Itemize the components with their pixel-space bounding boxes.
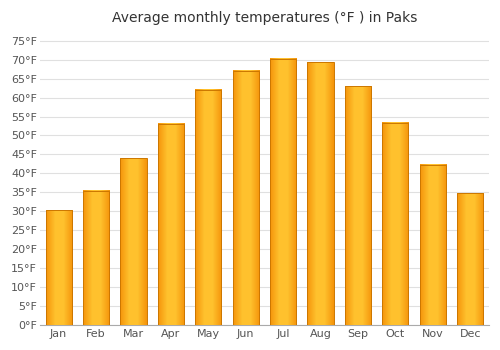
Bar (232, 71, 259, 325)
Bar (83, 191, 109, 325)
Bar (382, 122, 408, 325)
Bar (457, 193, 483, 325)
Bar (195, 90, 222, 325)
Bar (270, 58, 296, 325)
Bar (158, 124, 184, 325)
Title: Average monthly temperatures (°F ) in Paks: Average monthly temperatures (°F ) in Pa… (112, 11, 417, 25)
Bar (308, 62, 334, 325)
Bar (46, 210, 72, 325)
Bar (420, 164, 446, 325)
Bar (120, 158, 146, 325)
Bar (345, 86, 371, 325)
